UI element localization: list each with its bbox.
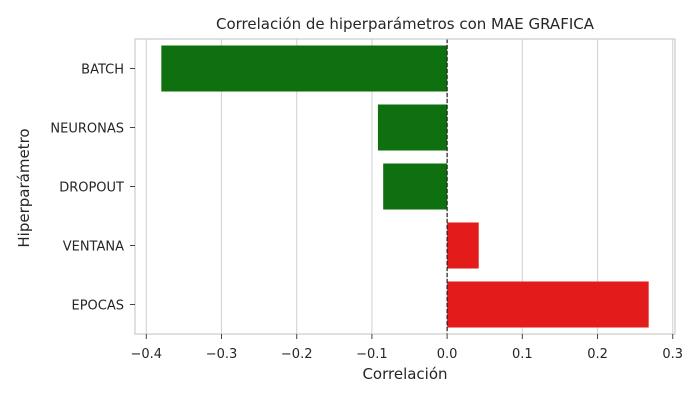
x-tick-label: −0.2 <box>281 347 313 362</box>
y-tick-label: VENTANA <box>63 240 124 255</box>
y-tick-label: NEURONAS <box>50 122 124 137</box>
bar-dropout <box>383 163 448 210</box>
x-axis-label: Correlación <box>362 365 447 383</box>
bar-batch <box>161 45 448 92</box>
y-axis-label: Hiperparámetro <box>15 128 33 247</box>
x-tick-label: −0.3 <box>206 347 238 362</box>
x-tick-label: −0.1 <box>356 347 388 362</box>
y-tick-label: EPOCAS <box>71 299 124 314</box>
y-tick-label: BATCH <box>81 63 124 78</box>
bar-neuronas <box>377 104 448 151</box>
chart-title: Correlación de hiperparámetros con MAE G… <box>216 15 595 33</box>
x-tick-label: 0.1 <box>512 347 533 362</box>
y-tick-label: DROPOUT <box>59 181 124 196</box>
x-tick-label: 0.0 <box>437 347 458 362</box>
x-tick-label: 0.2 <box>587 347 608 362</box>
bar-ventana <box>447 222 479 269</box>
x-tick-label: 0.3 <box>662 347 683 362</box>
bar-epocas <box>447 281 649 328</box>
x-tick-label: −0.4 <box>130 347 162 362</box>
x-axis-ticks: −0.4 −0.3 −0.2 −0.1 0.0 0.1 0.2 0.3 <box>130 334 683 362</box>
y-axis-ticks: BATCH NEURONAS DROPOUT VENTANA EPOCAS <box>50 63 135 314</box>
bars <box>161 45 649 328</box>
